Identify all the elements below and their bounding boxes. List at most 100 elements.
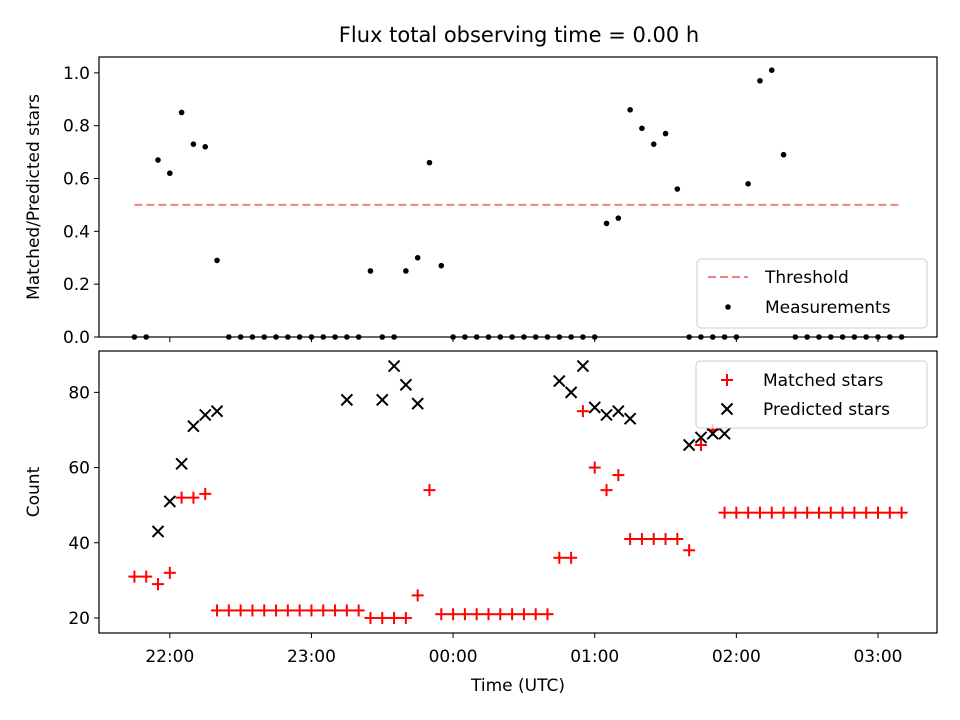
- legend-matched-label: Matched stars: [763, 371, 883, 391]
- measurement-point: [650, 141, 657, 147]
- measurement-point: [757, 77, 763, 84]
- predicted-point: [718, 427, 731, 440]
- matched-point: [340, 604, 353, 617]
- x-tick-label: 00:00: [429, 647, 478, 667]
- matched-point: [848, 506, 861, 519]
- matched-point: [671, 533, 684, 545]
- bottom-panel: 20 40 60 80 22:00 23:00 00:00 01:00 02:00 03:00 Co…: [24, 350, 938, 696]
- matched-point: [635, 533, 648, 545]
- predicted-point-b: [564, 386, 578, 399]
- predicted-point-b: [553, 374, 566, 388]
- measurement-point: [639, 125, 645, 132]
- predicted-point: [175, 457, 188, 471]
- matched-point: [163, 566, 176, 579]
- predicted-point: [163, 495, 177, 508]
- y-axis-label: Count: [24, 466, 44, 517]
- predicted-point: [376, 393, 389, 407]
- y-tick-label: 0.6: [63, 170, 90, 190]
- measurement-point: [414, 254, 421, 261]
- matched-point: [470, 608, 483, 621]
- x-axis-label: Time (UTC): [470, 676, 565, 696]
- matched-point: [317, 604, 330, 617]
- measurement-point: [367, 268, 374, 274]
- matched-point: [588, 461, 601, 474]
- predicted-point: [720, 402, 734, 416]
- measurement-point: [214, 257, 220, 264]
- predicted-point: [553, 374, 566, 388]
- predicted-point: [706, 427, 719, 440]
- predicted-point-b: [210, 404, 224, 418]
- y-tick-label: 80: [68, 383, 90, 403]
- matched-point: [447, 608, 460, 621]
- measurement-point: [190, 141, 197, 147]
- bottom-legend: Matched stars Predicted stars: [695, 360, 928, 429]
- matched-point: [388, 611, 401, 624]
- chart-title: Flux total observing time = 0.00 h: [339, 23, 699, 47]
- matched-point: [222, 604, 235, 617]
- legend-predicted-label: Predicted stars: [763, 400, 890, 420]
- predicted-point: [411, 397, 424, 410]
- matched-point: [458, 608, 471, 621]
- predicted-point-b: [187, 419, 200, 433]
- measurement-point: [178, 109, 185, 116]
- predicted-point: [576, 359, 590, 373]
- predicted-point-b: [151, 525, 165, 538]
- predicted-point: [612, 404, 625, 418]
- matched-point: [765, 506, 778, 519]
- matched-point: [211, 604, 224, 617]
- measurement-point: [745, 180, 751, 187]
- matched-point: [812, 506, 825, 519]
- matched-point: [517, 608, 530, 621]
- matched-point: [753, 506, 766, 519]
- measurement-point: [155, 157, 161, 163]
- legend-box: [696, 258, 928, 329]
- measurement-point: [615, 215, 622, 221]
- matched-point: [187, 491, 200, 504]
- predicted-point: [340, 393, 354, 407]
- matched-point: [258, 604, 271, 617]
- predicted-point: [210, 404, 224, 418]
- measurement-point: [627, 107, 633, 113]
- plot-frame: [98, 350, 938, 634]
- predicted-point-b: [720, 402, 734, 416]
- predicted-point: [623, 412, 637, 425]
- measurement-point: [780, 151, 787, 158]
- predicted-point-b: [387, 359, 401, 373]
- measurement-point: [662, 130, 669, 137]
- predicted-point-b: [399, 378, 413, 392]
- matched-point: [742, 506, 755, 519]
- matched-point: [411, 589, 424, 602]
- matched-point: [494, 608, 507, 621]
- measurement-point: [202, 144, 209, 150]
- y-tick-label: 60: [68, 459, 90, 479]
- matched-point: [152, 578, 165, 591]
- predicted-point: [387, 359, 401, 373]
- matched-point: [199, 487, 212, 500]
- matched-point: [305, 604, 318, 617]
- matched-point: [883, 506, 896, 519]
- matched-point: [541, 608, 554, 621]
- matched-point: [789, 506, 802, 519]
- matched-point: [836, 506, 849, 519]
- matched-point: [730, 506, 743, 519]
- matched-point: [718, 506, 731, 519]
- measurement-point: [167, 170, 173, 177]
- matched-point: [293, 604, 306, 617]
- matched-point: [352, 604, 365, 617]
- legend-measurements-label: Measurements: [765, 298, 891, 318]
- matched-point: [175, 491, 188, 504]
- top-legend: Threshold Measurements: [696, 258, 928, 329]
- matched-point: [399, 611, 412, 624]
- predicted-point-b: [376, 393, 389, 407]
- matched-point: [234, 604, 247, 617]
- y-tick-label: 20: [68, 609, 90, 629]
- predicted-point-b: [588, 401, 601, 414]
- matched-point: [364, 611, 377, 624]
- x-tick-label: 22:00: [145, 647, 194, 667]
- predicted-point-b: [340, 393, 354, 407]
- matched-point: [895, 506, 908, 519]
- matched-point: [777, 506, 790, 519]
- x-tick-label: 03:00: [853, 647, 902, 667]
